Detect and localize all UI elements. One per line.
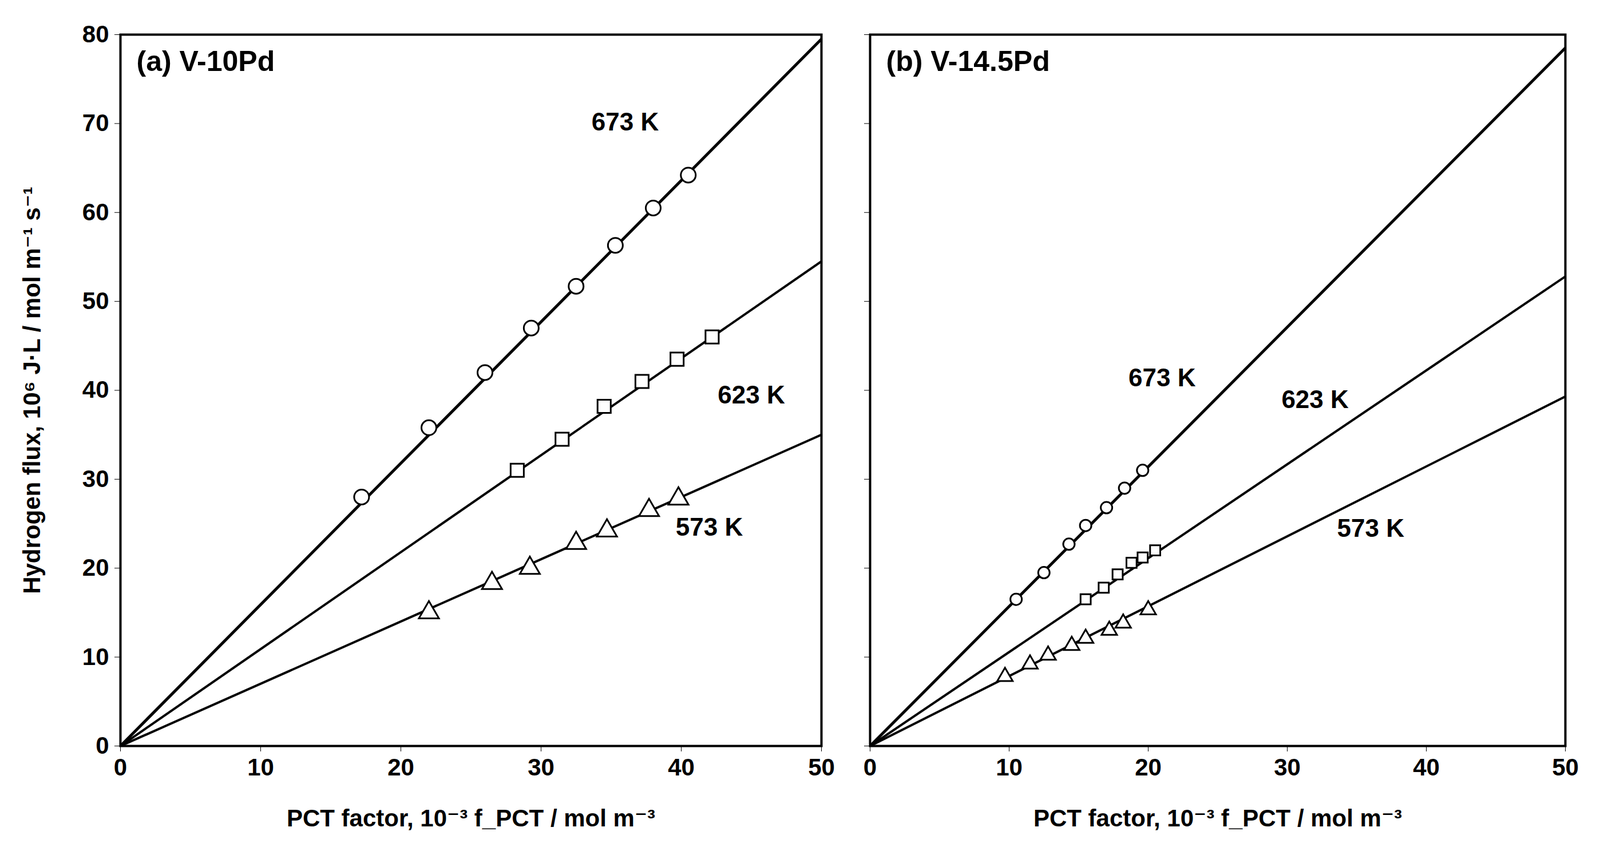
svg-text:0: 0 — [113, 753, 128, 781]
svg-text:Hydrogen flux, 10⁶ J·L / mol m: Hydrogen flux, 10⁶ J·L / mol m⁻¹ s⁻¹ — [18, 186, 46, 594]
svg-text:20: 20 — [1134, 753, 1162, 781]
svg-text:70: 70 — [82, 109, 110, 137]
svg-text:(b) V-14.5Pd: (b) V-14.5Pd — [886, 45, 1051, 78]
svg-text:PCT factor, 10⁻³ f_PCT / mol m: PCT factor, 10⁻³ f_PCT / mol m⁻³ — [1033, 804, 1403, 832]
svg-text:80: 80 — [82, 20, 110, 48]
svg-text:623 K: 623 K — [1281, 385, 1349, 414]
svg-text:50: 50 — [808, 753, 835, 781]
svg-text:50: 50 — [82, 287, 110, 315]
svg-text:20: 20 — [387, 753, 415, 781]
svg-text:10: 10 — [247, 753, 275, 781]
svg-text:673 K: 673 K — [591, 107, 660, 136]
svg-text:623 K: 623 K — [717, 380, 786, 409]
svg-text:50: 50 — [1551, 753, 1579, 781]
svg-text:60: 60 — [82, 198, 110, 226]
svg-text:573 K: 573 K — [1337, 513, 1405, 542]
svg-text:0: 0 — [95, 731, 109, 759]
svg-text:40: 40 — [1412, 753, 1440, 781]
svg-text:40: 40 — [82, 375, 110, 403]
svg-text:PCT factor, 10⁻³ f_PCT / mol m: PCT factor, 10⁻³ f_PCT / mol m⁻³ — [286, 804, 656, 832]
svg-text:40: 40 — [667, 753, 695, 781]
svg-text:20: 20 — [82, 553, 110, 581]
svg-text:10: 10 — [82, 643, 110, 671]
svg-text:30: 30 — [82, 465, 110, 493]
svg-text:(a) V-10Pd: (a) V-10Pd — [136, 45, 276, 78]
svg-text:673 K: 673 K — [1128, 363, 1196, 392]
svg-text:10: 10 — [995, 753, 1023, 781]
svg-text:30: 30 — [1273, 753, 1301, 781]
svg-text:30: 30 — [527, 753, 555, 781]
svg-text:0: 0 — [863, 753, 877, 781]
svg-text:573 K: 573 K — [675, 512, 744, 541]
